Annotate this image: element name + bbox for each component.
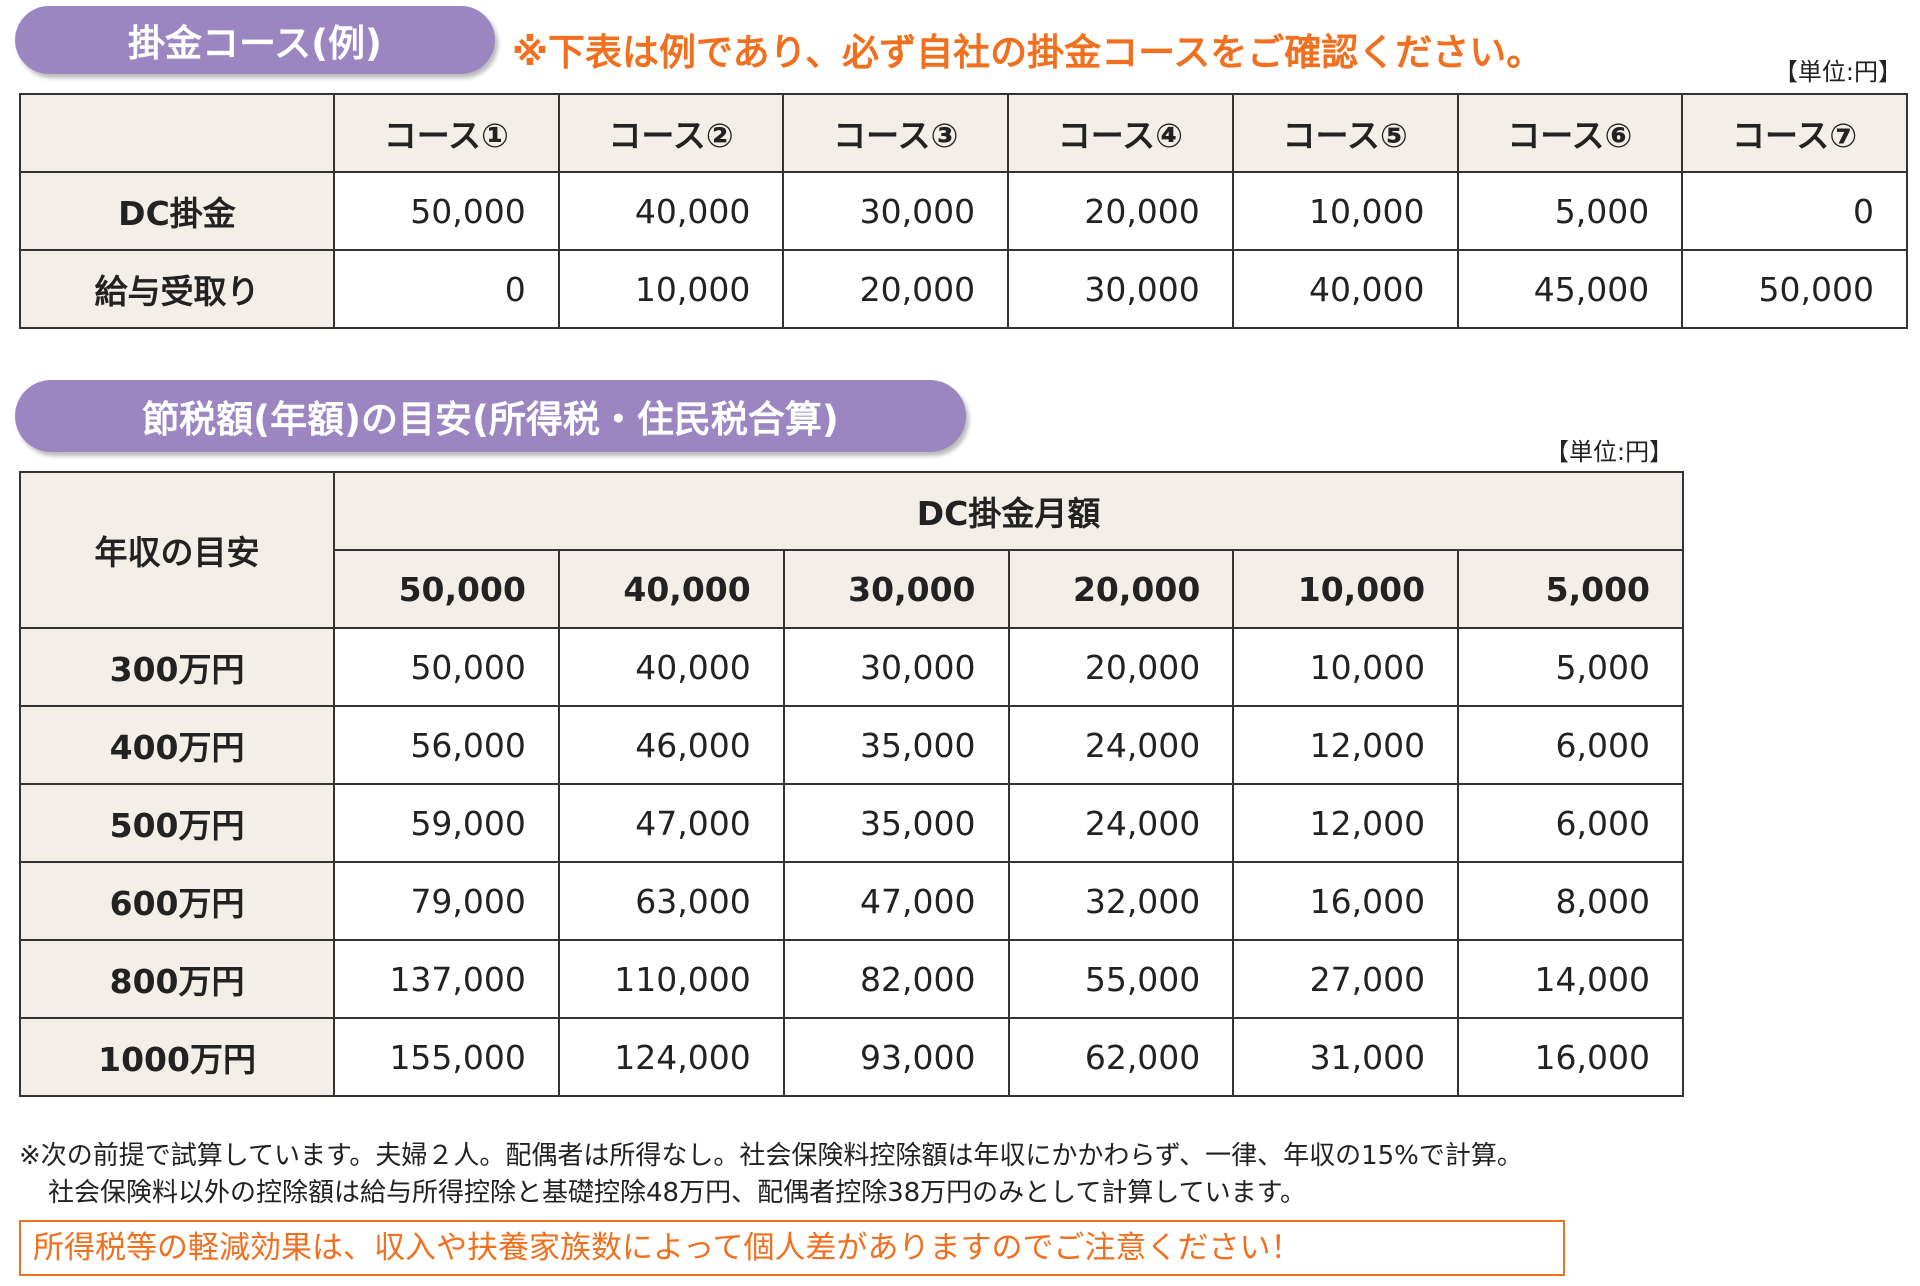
cell: 20,000 — [782, 249, 1010, 329]
cell: 82,000 — [782, 939, 1010, 1019]
unit: 【単位:円】 — [1773, 58, 1902, 86]
tax-table: 年収の目安 DC掛金月額 50,000 40,000 30,000 20,000 10,00… — [18, 471, 1684, 1097]
cell: 6,000 — [1457, 705, 1684, 785]
cell: 110,000 — [557, 939, 785, 1019]
column-header: 50,000 — [333, 549, 560, 629]
cell: 30,000 — [1007, 249, 1234, 329]
column-header: コース⑦ — [1681, 93, 1908, 173]
column-header: コース① — [332, 93, 560, 173]
cell: 50,000 — [333, 627, 560, 707]
section-title: 節税額(年額)の目安(所得税・住民税合算) — [15, 380, 966, 452]
row-label: 400万円 — [18, 705, 336, 785]
row: 800万円 137,000 110,000 82,000 55,000 27,000 14,… — [18, 939, 1684, 1019]
cell: 56,000 — [333, 705, 560, 785]
cell: 27,000 — [1232, 939, 1460, 1019]
column-header: コース④ — [1007, 93, 1234, 173]
cell: 20,000 — [1007, 627, 1235, 707]
cell: 35,000 — [782, 783, 1010, 863]
cell: 40,000 — [1231, 249, 1459, 329]
cell: 137,000 — [333, 939, 560, 1019]
cell: 50,000 — [1681, 249, 1908, 329]
row-label: 1000万円 — [18, 1017, 336, 1097]
header-row: 50,000 40,000 30,000 20,000 10,000 5,000 — [20, 549, 1684, 629]
row: 500万円 59,000 47,000 35,000 24,000 12,000 6,000 — [18, 783, 1684, 863]
header-row: 年収の目安 DC掛金月額 — [18, 471, 1684, 629]
row: 1000万円 155,000 124,000 93,000 62,000 31,000 16… — [18, 1017, 1684, 1097]
cell: 47,000 — [557, 783, 785, 863]
cell: 6,000 — [1457, 783, 1684, 863]
cell: 24,000 — [1007, 705, 1235, 785]
row: 給与受取り 0 10,000 20,000 30,000 40,000 45,000 50,0… — [19, 249, 1908, 329]
note: ※次の前提で試算しています。夫婦２人。配偶者は所得なし。社会保険料控除額は年収に… — [19, 1141, 1523, 1171]
notice: ※下表は例であり、必ず自社の掛金コースをご確認ください。 — [512, 31, 1544, 74]
note: 社会保険料以外の控除額は給与所得控除と基礎控除48万円、配偶者控除38万円のみと… — [48, 1178, 1307, 1208]
cell: 32,000 — [1007, 861, 1235, 941]
cell: 93,000 — [782, 1017, 1010, 1097]
column-header: 10,000 — [1232, 549, 1460, 629]
section-title: 掛金コース(例) — [15, 6, 495, 74]
cell: 8,000 — [1457, 861, 1684, 941]
column-header: コース② — [557, 93, 785, 173]
row: DC掛金 50,000 40,000 30,000 20,000 10,000 5,000 0 — [19, 171, 1908, 251]
cell: 79,000 — [333, 861, 560, 941]
cell: 0 — [332, 249, 560, 329]
cell: 14,000 — [1457, 939, 1684, 1019]
row-label: 300万円 — [18, 627, 336, 707]
course-table: コース① コース② コース③ コース④ コース⑤ コース⑥ コース⑦ DC掛金 50,000 40… — [19, 93, 1908, 329]
row: 400万円 56,000 46,000 35,000 24,000 12,000 6,000 — [18, 705, 1684, 785]
cell: 10,000 — [557, 249, 785, 329]
cell: 30,000 — [782, 627, 1010, 707]
row-label: 800万円 — [18, 939, 336, 1019]
cell: 59,000 — [333, 783, 560, 863]
column-header: 40,000 — [557, 549, 785, 629]
cell: 0 — [1681, 171, 1908, 251]
row-label: 給与受取り — [19, 249, 335, 329]
row: 600万円 79,000 63,000 47,000 32,000 16,000 8,000 — [18, 861, 1684, 941]
cell: 12,000 — [1232, 705, 1460, 785]
row: 300万円 50,000 40,000 30,000 20,000 10,000 5,000 — [18, 627, 1684, 707]
cell: 46,000 — [557, 705, 785, 785]
cell: 30,000 — [782, 171, 1010, 251]
cell: 5,000 — [1456, 171, 1684, 251]
cell: 62,000 — [1007, 1017, 1235, 1097]
row-label: 500万円 — [18, 783, 336, 863]
cell: 55,000 — [1007, 939, 1235, 1019]
cell: 16,000 — [1232, 861, 1460, 941]
unit: 【単位:円】 — [1545, 438, 1674, 466]
cell: 24,000 — [1007, 783, 1235, 863]
cell: 40,000 — [557, 627, 785, 707]
cell: 10,000 — [1231, 171, 1459, 251]
column-header: コース⑥ — [1456, 93, 1684, 173]
cell: 20,000 — [1007, 171, 1234, 251]
column-header: コース③ — [782, 93, 1010, 173]
warning: 所得税等の軽減効果は、収入や扶養家族数によって個人差がありますのでご注意ください… — [19, 1220, 1565, 1276]
cell: 45,000 — [1456, 249, 1684, 329]
cell: 124,000 — [557, 1017, 785, 1097]
column-header: 20,000 — [1007, 549, 1235, 629]
cell: 31,000 — [1232, 1017, 1460, 1097]
cell: 47,000 — [782, 861, 1010, 941]
corner-cell: 年収の目安 — [18, 471, 336, 629]
cell: 12,000 — [1232, 783, 1460, 863]
column-header: 5,000 — [1457, 549, 1684, 629]
column-header: 30,000 — [782, 549, 1010, 629]
cell: 155,000 — [333, 1017, 560, 1097]
group-header: DC掛金月額 — [333, 471, 1684, 551]
column-header: コース⑤ — [1231, 93, 1459, 173]
cell: 16,000 — [1457, 1017, 1684, 1097]
cell: 35,000 — [782, 705, 1010, 785]
cell: 5,000 — [1457, 627, 1684, 707]
cell: 50,000 — [332, 171, 560, 251]
cell: 10,000 — [1232, 627, 1460, 707]
header-row: コース① コース② コース③ コース④ コース⑤ コース⑥ コース⑦ — [19, 93, 1908, 173]
row-label: DC掛金 — [19, 171, 335, 251]
cell: 40,000 — [557, 171, 785, 251]
corner-cell — [19, 93, 335, 173]
row-label: 600万円 — [18, 861, 336, 941]
cell: 63,000 — [557, 861, 785, 941]
